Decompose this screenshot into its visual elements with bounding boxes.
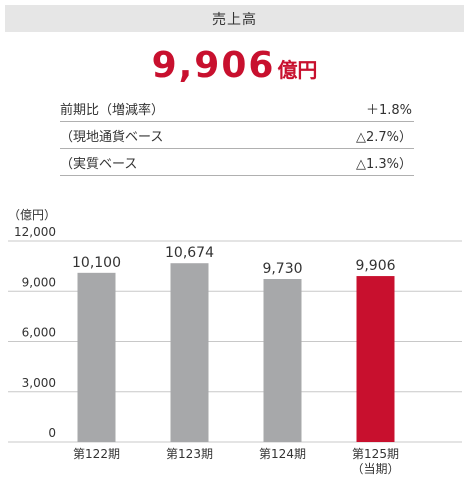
bar (170, 263, 209, 442)
header-title: 売上高 (212, 11, 257, 28)
stats-table: 前期比（増減率） ＋1.8% （現地通貨ベース △2.7%） （実質ベース △1… (60, 95, 414, 176)
stat-value: △2.7%） (355, 129, 412, 145)
stat-row-real: （実質ベース △1.3%） (60, 149, 414, 176)
bar (77, 272, 116, 442)
x-tick-label: 第125期 (352, 447, 399, 461)
stat-value: ＋1.8% (365, 102, 412, 118)
stat-label: （実質ベース (60, 156, 138, 172)
headline-unit: 億円 (277, 58, 318, 82)
headline-value: 9,906 (151, 45, 276, 86)
stat-label: 前期比（増減率） (60, 102, 165, 118)
bar-value-label: 10,100 (72, 255, 121, 271)
x-tick-sublabel: （当期） (351, 462, 399, 476)
y-tick-label: 0 (48, 426, 56, 440)
headline-sales: 9,906 億円 (0, 45, 469, 86)
header-bar: 売上高 (5, 5, 464, 32)
stat-row-local-currency: （現地通貨ベース △2.7%） (60, 122, 414, 149)
bar-value-label: 9,906 (355, 258, 395, 274)
y-tick-label: 3,000 (22, 376, 56, 390)
y-tick-label: 9,000 (22, 275, 56, 289)
x-tick-label: 第124期 (259, 447, 306, 461)
y-tick-label: 12,000 (14, 225, 56, 239)
bar (263, 279, 302, 442)
stat-label: （現地通貨ベース (60, 129, 164, 145)
stat-row-growth: 前期比（増減率） ＋1.8% (60, 95, 414, 122)
y-unit-label: （億円） (8, 208, 56, 222)
bar-value-label: 10,674 (165, 245, 214, 261)
sales-bar-chart: （億円） 0 3,000 6,000 9,000 12,000 10,100 第122期 10,… (8, 208, 462, 476)
y-tick-label: 6,000 (22, 326, 56, 340)
stat-value: △1.3%） (355, 156, 412, 172)
bar-value-label: 9,730 (262, 261, 302, 277)
x-tick-label: 第122期 (73, 447, 120, 461)
bar (356, 276, 395, 442)
x-tick-label: 第123期 (166, 447, 213, 461)
